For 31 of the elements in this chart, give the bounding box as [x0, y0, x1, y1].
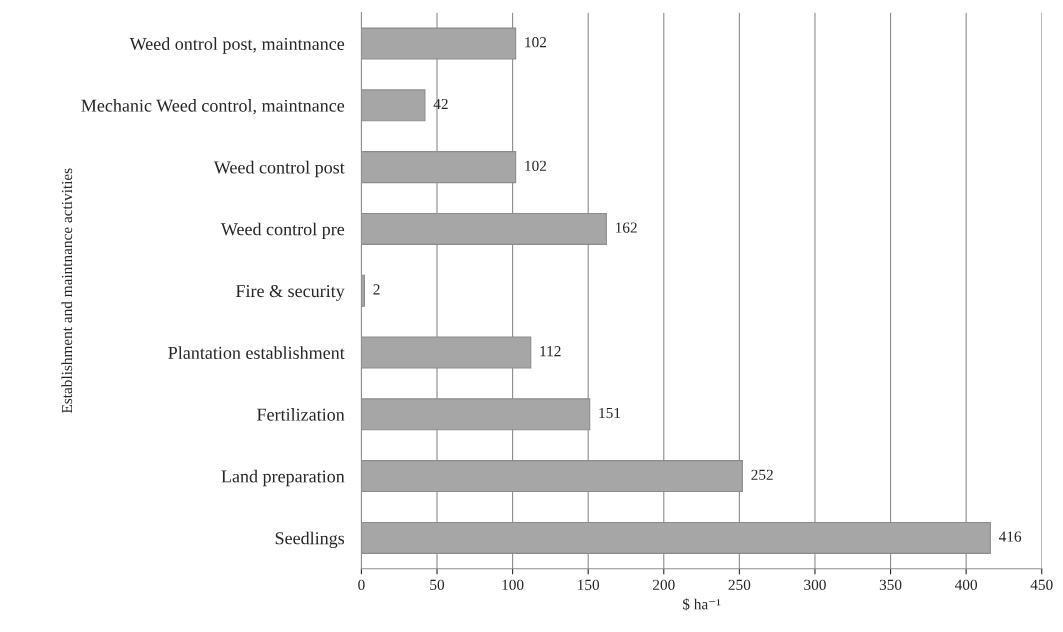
data-label: 2 — [373, 284, 380, 295]
data-label: 102 — [525, 37, 547, 48]
bar — [361, 89, 426, 122]
data-label: 162 — [616, 222, 637, 233]
data-label: 151 — [599, 407, 621, 419]
x-tick-label: 50 — [430, 579, 445, 590]
y-tick-label: Fertilization — [257, 408, 345, 421]
x-tick-label: 450 — [1030, 579, 1053, 590]
y-tick-label: Mechanic Weed control, maintnance — [81, 99, 345, 115]
y-tick-label: Seedlings — [275, 531, 345, 549]
y-axis-title: Establishment and maintnance activities — [61, 168, 73, 414]
y-tick-label: Fire & security — [235, 284, 345, 301]
y-tick-label: Weed ontrol post, maintnance — [129, 37, 345, 54]
y-tick-label: Weed control pre — [220, 222, 345, 240]
x-tick-label: 150 — [578, 579, 600, 590]
x-tick-label: 250 — [728, 579, 751, 590]
x-tick-label: 200 — [653, 579, 675, 590]
y-tick-label: Land preparation — [221, 469, 345, 487]
data-label: 42 — [433, 98, 448, 110]
data-label: 252 — [751, 469, 773, 480]
data-label: 416 — [998, 531, 1022, 542]
data-label: 102 — [525, 160, 547, 171]
x-tick-label: 100 — [502, 579, 524, 590]
x-tick-label: 350 — [879, 579, 902, 590]
y-tick-label: Weed control post — [213, 160, 345, 178]
y-tick-label: Plantation establishment — [168, 346, 345, 359]
x-tick-label: 400 — [954, 579, 978, 590]
x-tick-label: 0 — [358, 579, 365, 590]
data-label: 112 — [540, 346, 561, 357]
x-tick-label: 300 — [804, 579, 826, 590]
x-axis-title: $ ha⁻¹ — [682, 598, 721, 611]
